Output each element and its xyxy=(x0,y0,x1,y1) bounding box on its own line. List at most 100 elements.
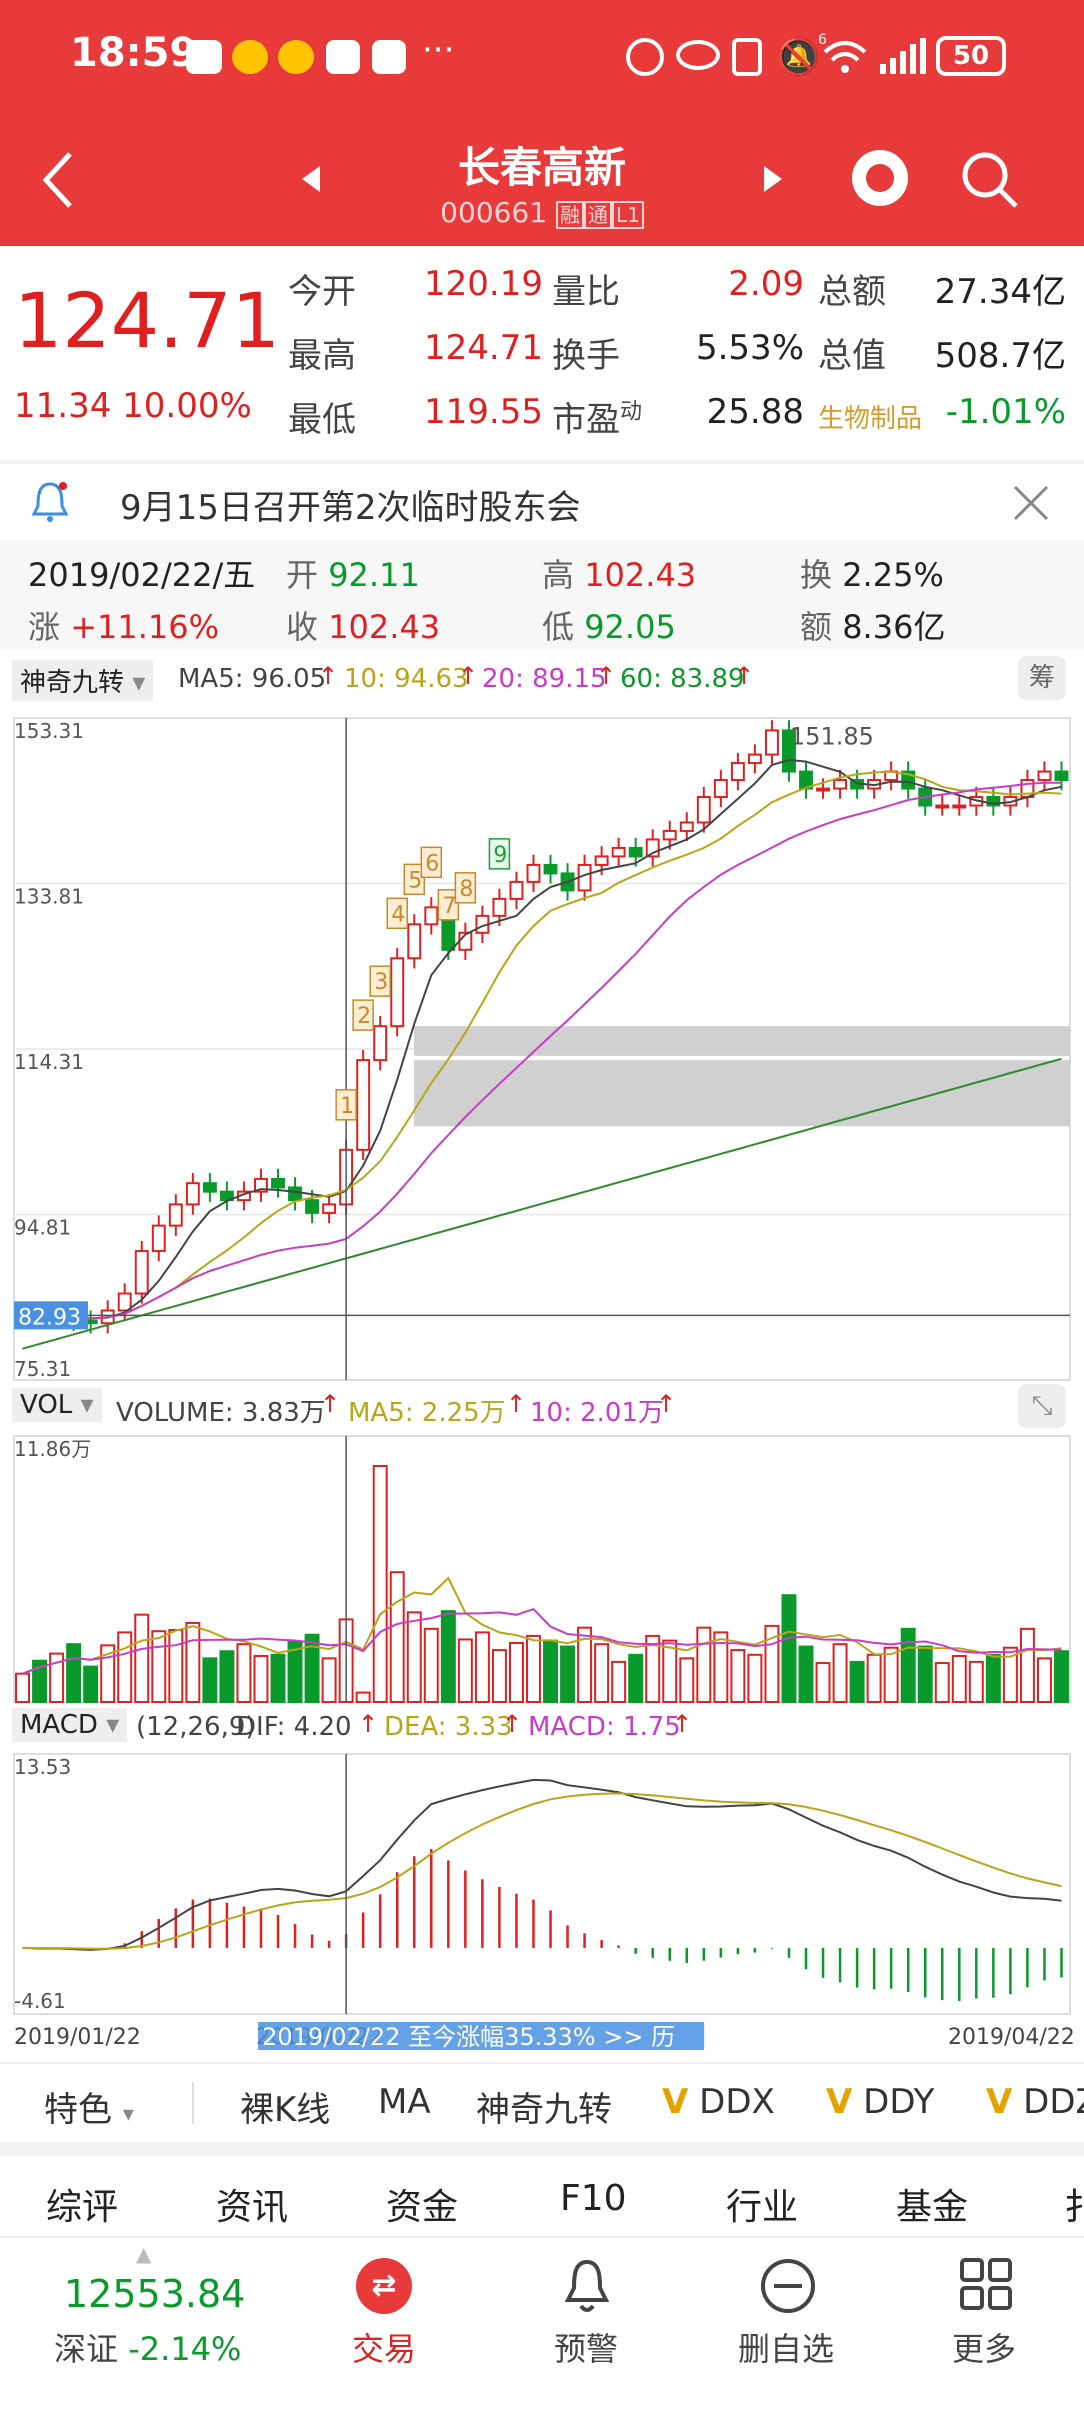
low-value: 119.55 xyxy=(424,392,543,432)
bell-icon xyxy=(31,482,69,522)
volume-bar xyxy=(474,1631,490,1704)
remove-watchlist-icon[interactable] xyxy=(758,2256,818,2316)
badge-rong: 融 xyxy=(555,201,584,229)
volume-frame xyxy=(13,1435,1071,1703)
trade-label[interactable]: 交易 xyxy=(352,2330,417,2368)
candle-body xyxy=(202,1182,217,1193)
volume-bar xyxy=(611,1660,627,1704)
volume-bar xyxy=(117,1631,133,1704)
candle-body xyxy=(901,770,916,790)
volume-select-label: VOL xyxy=(20,1390,73,1420)
kline-low: 低 92.05 xyxy=(542,602,676,648)
candle-body xyxy=(645,838,660,858)
next-stock-icon[interactable] xyxy=(762,164,784,194)
candle-body xyxy=(168,1203,183,1227)
macd-chart[interactable]: 13.53 -4.61 2019/01/22 2019/04/22 2019/02/22… xyxy=(0,1750,1084,2050)
nine-turn-label: 4 xyxy=(391,902,405,927)
high-lbl: 高 xyxy=(542,556,575,594)
more-grid-icon[interactable] xyxy=(958,2256,1014,2312)
wifi-icon: 6 xyxy=(818,32,827,48)
more-label[interactable]: 更多 xyxy=(952,2330,1017,2368)
v-icon: V xyxy=(662,2082,689,2122)
sector-name[interactable]: 生物制品 xyxy=(818,404,923,434)
candle-body xyxy=(611,846,626,858)
macd-indicator-row: MACD ▾ (12,26,9) DIF: 4.20 ↑ DEA: 3.33 ↑… xyxy=(0,1706,1084,1750)
trade-icon[interactable]: ⇄ xyxy=(356,2258,412,2314)
macd-dea: DEA: 3.33 xyxy=(384,1712,513,1742)
candlestick-chart[interactable]: 153.31 133.81 114.31 94.81 75.31 82.93 151.85 1… xyxy=(0,704,1084,1384)
cell-signal-icon xyxy=(880,38,926,74)
nine-turn-label: 2 xyxy=(357,1004,371,1029)
arrow-up-icon-3: ↑ xyxy=(596,662,617,690)
macd-select[interactable]: MACD ▾ xyxy=(12,1708,128,1742)
volume-bar xyxy=(389,1571,405,1703)
tab-fund[interactable]: 基金 xyxy=(896,2187,969,2228)
volume-bar xyxy=(287,1640,303,1704)
tab-news[interactable]: 资讯 xyxy=(216,2187,289,2228)
volume-bar xyxy=(662,1639,678,1703)
volume-bar xyxy=(15,1672,30,1703)
price-tag-text: 82.93 xyxy=(18,1305,81,1330)
mascot-icon[interactable] xyxy=(852,150,908,206)
tab-ma[interactable]: MA xyxy=(378,2082,431,2122)
status-bar: 18:59 ··· 🔕 6 50 xyxy=(0,0,1084,112)
index-change-row[interactable]: 深证 -2.14% xyxy=(54,2324,241,2370)
amt-val: 8.36亿 xyxy=(842,608,946,646)
volume-bar xyxy=(730,1649,746,1703)
tab-ddy[interactable]: V DDY xyxy=(826,2082,934,2122)
indicator-tabs: 特色 ▾ 裸K线 MA 神奇九转 V DDX V DDY V DDZ xyxy=(0,2062,1084,2142)
low-label: 最低 xyxy=(288,400,356,440)
tab-feature[interactable]: 特色 ▾ xyxy=(44,2082,134,2131)
chevron-down-icon: ▾ xyxy=(106,1710,120,1740)
tab-f10[interactable]: F10 xyxy=(560,2178,627,2219)
tab-nine-turn[interactable]: 神奇九转 xyxy=(476,2090,612,2130)
notice-bar[interactable]: 9月15日召开第2次临时股东会 xyxy=(0,464,1084,540)
tab-feature-label: 特色 xyxy=(44,2090,112,2130)
tab-funds[interactable]: 资金 xyxy=(386,2187,459,2228)
tab-more-cut[interactable]: 扌 xyxy=(1064,2187,1084,2228)
app-notification-icon xyxy=(186,40,222,74)
volume-bar xyxy=(543,1639,558,1703)
macd-params: (12,26,9) xyxy=(136,1712,256,1742)
volume-bar xyxy=(49,1652,65,1703)
prev-stock-icon[interactable] xyxy=(300,164,322,194)
candle-body xyxy=(305,1199,320,1214)
candle-body xyxy=(288,1186,302,1202)
volume-bar xyxy=(151,1630,167,1703)
badge-tong: 通 xyxy=(583,201,612,229)
index-value[interactable]: 12553.84 xyxy=(64,2272,246,2316)
y-axis-label: 153.31 xyxy=(14,719,84,743)
caret-up-icon[interactable]: ▲ xyxy=(136,2242,152,2266)
chevron-down-icon: ▾ xyxy=(132,668,146,698)
tab-ddx[interactable]: V DDX xyxy=(662,2082,775,2122)
tab-ddz[interactable]: V DDZ xyxy=(986,2082,1084,2122)
price-tag-bg xyxy=(14,1301,88,1330)
vol-ma5-line xyxy=(22,1576,1062,1675)
volume-bar xyxy=(866,1653,882,1704)
nfc-icon xyxy=(732,38,762,76)
tab-industry[interactable]: 行业 xyxy=(726,2187,799,2228)
alert-bell-icon[interactable] xyxy=(562,2256,612,2316)
back-icon[interactable] xyxy=(40,150,76,210)
remove-watchlist-label[interactable]: 删自选 xyxy=(738,2330,835,2368)
volume-bar xyxy=(32,1659,48,1703)
chip-button[interactable]: 筹 xyxy=(1018,656,1066,700)
volume-bar xyxy=(1019,1627,1035,1703)
pe-label-text: 市盈 xyxy=(552,400,620,440)
close-icon[interactable] xyxy=(1012,484,1050,522)
tab-ddz-label: DDZ xyxy=(1023,2082,1084,2122)
ma10-text: 10: 94.63 xyxy=(344,664,469,694)
indicator-select[interactable]: 神奇九转 ▾ xyxy=(12,660,154,701)
tab-naked-k[interactable]: 裸K线 xyxy=(240,2090,331,2130)
volume-select[interactable]: VOL ▾ xyxy=(12,1388,102,1422)
volume-bar xyxy=(491,1649,507,1703)
volume-indicator-row: VOL ▾ VOLUME: 3.83万 ↑ MA5: 2.25万 ↑ 10: 2… xyxy=(0,1384,1084,1432)
stock-name: 长春高新 xyxy=(457,143,626,192)
weibo-icon-2 xyxy=(278,40,314,74)
expand-icon[interactable]: ⤡ xyxy=(1018,1384,1066,1428)
dif-line xyxy=(22,1778,1062,1951)
alert-label[interactable]: 预警 xyxy=(554,2330,619,2368)
tab-overview[interactable]: 综评 xyxy=(46,2187,119,2228)
volume-chart[interactable]: 11.86万 xyxy=(0,1432,1084,1706)
search-icon[interactable] xyxy=(960,150,1020,210)
